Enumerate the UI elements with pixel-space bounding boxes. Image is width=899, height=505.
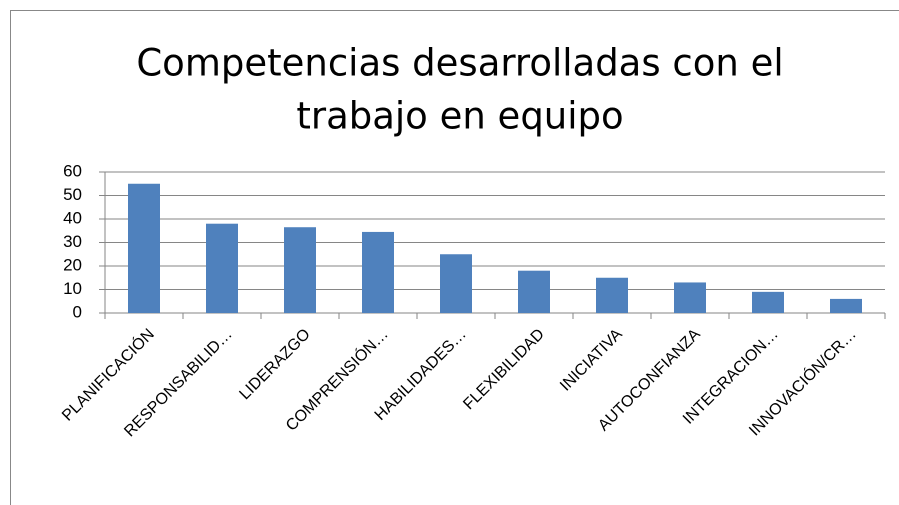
bar [206, 223, 238, 313]
bar [284, 227, 316, 313]
y-tick-label: 40 [63, 208, 82, 227]
bar [674, 282, 706, 313]
bar [128, 183, 160, 313]
y-tick-label: 20 [63, 255, 82, 274]
bar [596, 277, 628, 313]
y-tick-label: 10 [63, 279, 82, 298]
y-tick-label: 0 [73, 302, 82, 321]
x-tick-label: LIDERAZGO [236, 326, 313, 403]
y-tick-label: 60 [63, 161, 82, 180]
y-tick-label: 30 [63, 232, 82, 251]
y-tick-label: 50 [63, 185, 82, 204]
chart-title: Competencias desarrolladas con el [136, 42, 783, 85]
bar [440, 254, 472, 313]
bar [362, 231, 394, 313]
x-tick-label: INICIATIVA [557, 326, 626, 395]
x-tick-label: FLEXIBILIDAD [460, 326, 547, 413]
chart-border [10, 10, 899, 505]
bar [830, 298, 862, 313]
bar [752, 291, 784, 313]
chart-title: trabajo en equipo [296, 95, 623, 138]
bar [518, 270, 550, 313]
